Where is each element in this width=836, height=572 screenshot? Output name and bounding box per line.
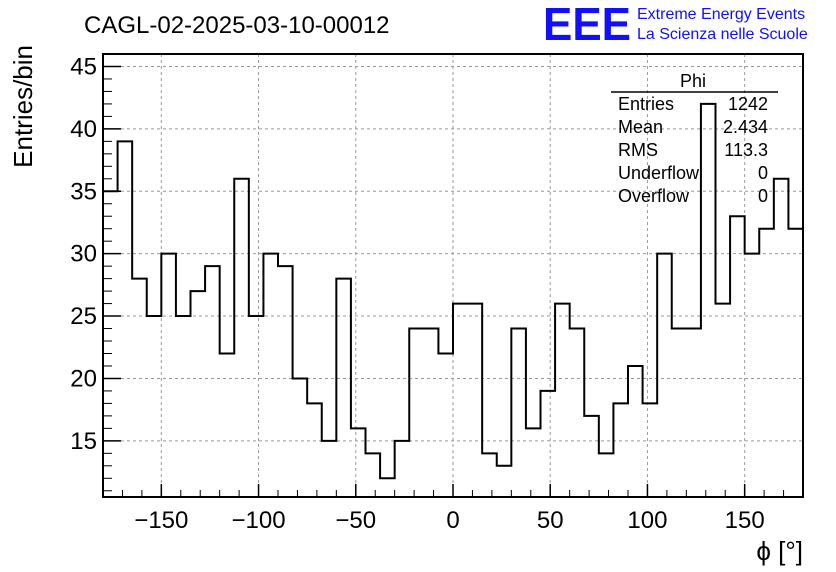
- stats-row-label: Mean: [618, 117, 663, 137]
- x-tick-label: −150: [134, 507, 188, 534]
- x-tick-label: 0: [446, 507, 459, 534]
- histogram-series: [102, 102, 804, 497]
- stats-row-value: 0: [758, 163, 768, 183]
- stats-row-label: Overflow: [618, 186, 690, 206]
- y-tick-label: 45: [70, 53, 97, 80]
- x-tick-label: −50: [335, 507, 376, 534]
- x-tick-label: 100: [627, 507, 667, 534]
- logo-letters: EEE: [543, 0, 631, 50]
- y-tick-label: 15: [70, 428, 97, 455]
- stats-row-label: Entries: [618, 94, 674, 114]
- stats-box: Phi Entries 1242 Mean 2.434 RMS 113.3 Underflo…: [611, 71, 778, 206]
- y-axis-title: Entries/bin: [8, 45, 38, 168]
- chart-title: CAGL-02-2025-03-10-00012: [84, 12, 390, 39]
- y-tick-label: 25: [70, 303, 97, 330]
- stats-box-title: Phi: [680, 71, 706, 91]
- y-tick-label: 35: [70, 178, 97, 205]
- y-tick-label: 30: [70, 241, 97, 268]
- stats-row-value: 113.3: [724, 140, 768, 160]
- eee-logo: EEE Extreme Energy Events La Scienza nel…: [543, 0, 808, 50]
- axes: −150 −100 −50 0 50 100 150 15 20 25 30 35 40 45: [70, 53, 785, 534]
- x-tick-label: −100: [232, 507, 286, 534]
- y-tick-label: 20: [70, 365, 97, 392]
- x-tick-label: 150: [725, 507, 765, 534]
- grid-lines: [103, 54, 803, 497]
- stats-row-value: 1242: [728, 94, 768, 114]
- logo-line-2: La Scienza nelle Scuole: [637, 26, 808, 43]
- stats-row-value: 2.434: [723, 117, 768, 137]
- x-axis-title: ϕ [°]: [756, 536, 803, 566]
- x-tick-label: 50: [537, 507, 564, 534]
- stats-row-value: 0: [758, 186, 768, 206]
- y-tick-label: 40: [70, 116, 97, 143]
- logo-line-1: Extreme Energy Events: [637, 6, 805, 23]
- stats-row-label: RMS: [618, 140, 658, 160]
- stats-row-label: Underflow: [618, 163, 700, 183]
